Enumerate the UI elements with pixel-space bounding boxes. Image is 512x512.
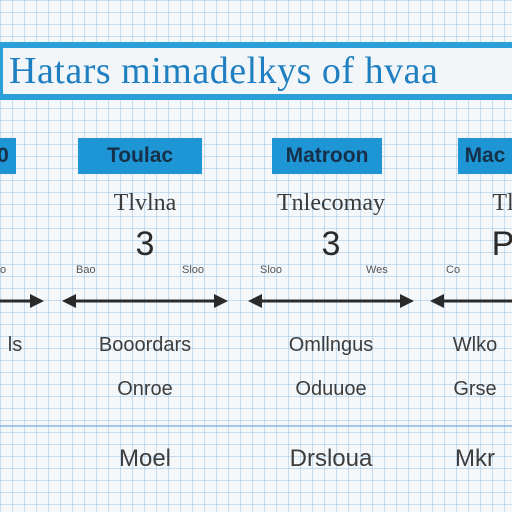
column-number: 3 bbox=[135, 225, 155, 263]
column-header: Tlvlna bbox=[113, 190, 177, 216]
column-tag: 0 bbox=[0, 138, 16, 174]
column-row-2: Onroe bbox=[117, 378, 173, 400]
column-row-1: Wlko bbox=[452, 334, 498, 356]
column-tag: Mac bbox=[458, 138, 512, 174]
column-row-2: Oduuoe bbox=[295, 378, 367, 400]
double-arrow-icon bbox=[0, 294, 44, 308]
column-header: Tl bbox=[492, 190, 512, 216]
column-row-2: Grse bbox=[453, 378, 497, 400]
arrow-label-left: Sloo bbox=[260, 264, 283, 276]
column-0: 0 o ls bbox=[0, 0, 44, 512]
double-arrow-icon bbox=[62, 294, 228, 308]
column-3: Mac Tl P Co Wlko Grse Mkr bbox=[420, 0, 512, 512]
title-banner: Hatars mimadelkys of hvaa bbox=[0, 42, 512, 100]
arrow-label-right: Sloo bbox=[182, 264, 205, 276]
column-1: Toulac Tlvlna 3 Bao Sloo Booordars Onroe… bbox=[50, 0, 240, 512]
arrow-label-right: Wes bbox=[366, 264, 388, 276]
column-header: Tnlecomay bbox=[277, 190, 385, 216]
arrow-label-left: Co bbox=[446, 264, 461, 276]
column-row-1: ls bbox=[7, 334, 23, 356]
column-number: P bbox=[491, 225, 512, 263]
column-tag: Matroon bbox=[272, 138, 382, 174]
double-arrow-icon bbox=[248, 294, 414, 308]
column-row-3: Drsloua bbox=[289, 445, 373, 472]
column-row-3: Moel bbox=[118, 445, 172, 472]
arrow-label-left: Bao bbox=[76, 264, 96, 276]
double-arrow-icon bbox=[430, 294, 512, 308]
page-title: Hatars mimadelkys of hvaa bbox=[9, 50, 439, 92]
row-divider bbox=[0, 425, 512, 427]
arrow-label-left: o bbox=[0, 264, 7, 276]
title-banner-inner: Hatars mimadelkys of hvaa bbox=[3, 48, 512, 94]
column-2: Matroon Tnlecomay 3 Sloo Wes Omllngus Od… bbox=[236, 0, 426, 512]
column-row-3: Mkr bbox=[455, 445, 495, 472]
column-row-1: Booordars bbox=[98, 334, 192, 356]
column-tag: Toulac bbox=[78, 138, 202, 174]
column-number: 3 bbox=[321, 225, 341, 263]
column-row-1: Omllngus bbox=[288, 334, 374, 356]
